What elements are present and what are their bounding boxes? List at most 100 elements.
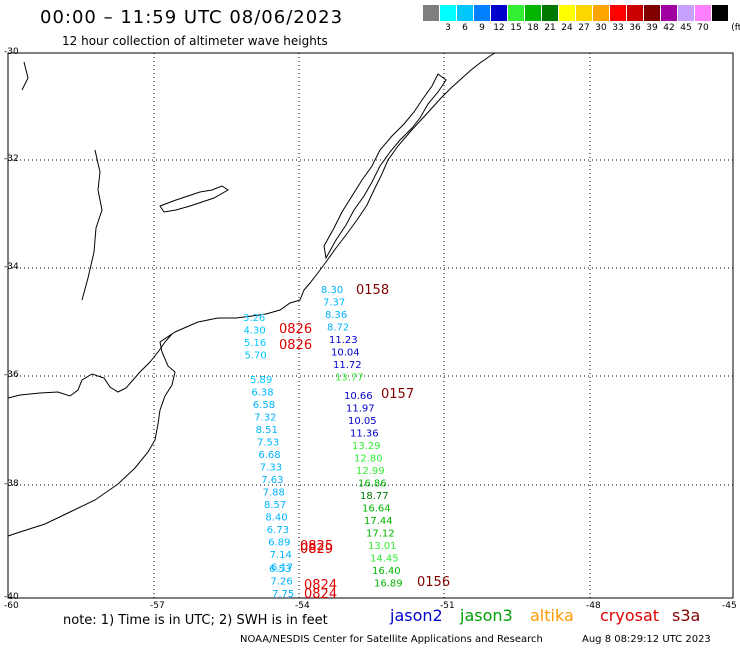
color-swatch-label: 3 [445, 23, 451, 33]
color-swatch-label: 45 [680, 23, 692, 33]
footnote: note: 1) Time is in UTC; 2) SWH is in fe… [63, 613, 328, 628]
color-swatch [678, 5, 694, 21]
color-swatch-label: 6 [462, 23, 468, 33]
swh-value: 6.68 [258, 450, 280, 461]
pass-time-label: 0156 [417, 575, 450, 590]
swh-value: 8.72 [327, 323, 349, 334]
map-frame [7, 52, 734, 599]
swh-value: 16.89 [374, 579, 403, 590]
lat-label: -32 [4, 154, 19, 164]
graticule [8, 53, 733, 598]
swh-value: 6.53 [269, 564, 291, 575]
swh-value: 5.16 [244, 338, 266, 349]
unit-label: (ft) [731, 23, 740, 33]
credit-line: NOAA/NESDIS Center for Satellite Applica… [240, 634, 543, 645]
track-time-label: 0158 [356, 283, 389, 298]
satellite-jason3: jason3 [460, 606, 513, 625]
lat-label: -36 [4, 370, 19, 380]
color-swatch-label: 33 [612, 23, 624, 33]
color-swatch-label: 27 [578, 23, 590, 33]
color-swatch-label: 42 [663, 23, 675, 33]
color-swatch [644, 5, 660, 21]
color-swatch [610, 5, 626, 21]
swh-value: 16.64 [362, 504, 391, 515]
timestamp: Aug 8 08:29:12 UTC 2023 [582, 634, 711, 645]
track-time-label: 0157 [381, 387, 414, 402]
color-swatch [440, 5, 456, 21]
color-swatch [627, 5, 643, 21]
lat-label: -38 [4, 479, 19, 489]
color-swatch-label: 21 [544, 23, 556, 33]
swh-value: 11.23 [329, 335, 358, 346]
swh-value: 17.44 [364, 516, 393, 527]
pass-time-label: 0824 [304, 578, 337, 593]
lon-label: -45 [722, 601, 737, 611]
color-swatch-label: 30 [595, 23, 607, 33]
color-swatch [695, 5, 711, 21]
swh-value: 8.30 [321, 285, 343, 296]
swh-value: 13.77 [335, 373, 364, 384]
lon-label: -60 [4, 601, 19, 611]
pass-time-label: 0824 [304, 587, 337, 602]
swh-value: 10.66 [344, 391, 373, 402]
swh-value: 7.53 [257, 438, 279, 449]
swh-value: 5.70 [245, 351, 267, 362]
swh-value: 8.51 [256, 425, 278, 436]
color-swatch [559, 5, 575, 21]
color-swatch-label: 12 [493, 23, 505, 33]
swh-value: 10.04 [331, 348, 360, 359]
swh-value: 11.72 [333, 360, 362, 371]
coastline-argentina [7, 333, 173, 399]
color-swatch [508, 5, 524, 21]
swh-value: 14.45 [370, 554, 399, 565]
lat-label: -30 [4, 47, 19, 57]
color-swatch [593, 5, 609, 21]
lat-label: -40 [4, 592, 19, 602]
swh-value: 7.33 [260, 463, 282, 474]
color-swatch-label: 18 [527, 23, 539, 33]
river [81, 149, 103, 301]
color-swatch [474, 5, 490, 21]
color-swatch [423, 5, 439, 21]
swh-value: 18.77 [360, 491, 389, 502]
color-swatch-label: 15 [510, 23, 522, 33]
swh-value: 5.89 [250, 375, 272, 386]
swh-value: 7.75 [272, 589, 294, 600]
swh-value: 7.63 [261, 475, 283, 486]
swh-value: 7.88 [263, 488, 285, 499]
lon-label: -51 [440, 601, 455, 611]
map-title: 00:00 – 11:59 UTC 08/06/2023 [40, 7, 344, 28]
color-swatch [491, 5, 507, 21]
swh-value: 7.14 [270, 550, 292, 561]
lagoon [323, 73, 447, 260]
lon-label: -57 [150, 601, 165, 611]
swh-value: 6.73 [267, 525, 289, 536]
swh-value: 16.40 [372, 566, 401, 577]
pass-time-label: 0826 [279, 322, 312, 337]
swh-value: 6.58 [253, 400, 275, 411]
color-swatch-label: 36 [629, 23, 641, 33]
color-swatch [542, 5, 558, 21]
swh-value: 6.17 [271, 563, 293, 574]
swh-value: 16.86 [358, 479, 387, 490]
satellite-altika: altika [530, 606, 574, 625]
color-swatch [525, 5, 541, 21]
lon-label: -54 [295, 601, 310, 611]
pass-time-label: 0825 [300, 539, 333, 554]
swh-value: 6.38 [251, 388, 273, 399]
lon-label: -48 [586, 601, 601, 611]
swh-value: 7.37 [323, 298, 345, 309]
color-swatch-label: 24 [561, 23, 573, 33]
swh-value: 3.26 [243, 313, 265, 324]
pass-time-label: 0826 [279, 338, 312, 353]
color-swatch-label: 39 [646, 23, 658, 33]
coastline-uruguay-brazil [7, 52, 496, 537]
swh-value: 4.30 [244, 326, 266, 337]
lat-label: -34 [4, 262, 19, 272]
swh-value: 8.36 [325, 310, 347, 321]
inlet [21, 61, 29, 91]
color-swatch-label: 9 [479, 23, 485, 33]
